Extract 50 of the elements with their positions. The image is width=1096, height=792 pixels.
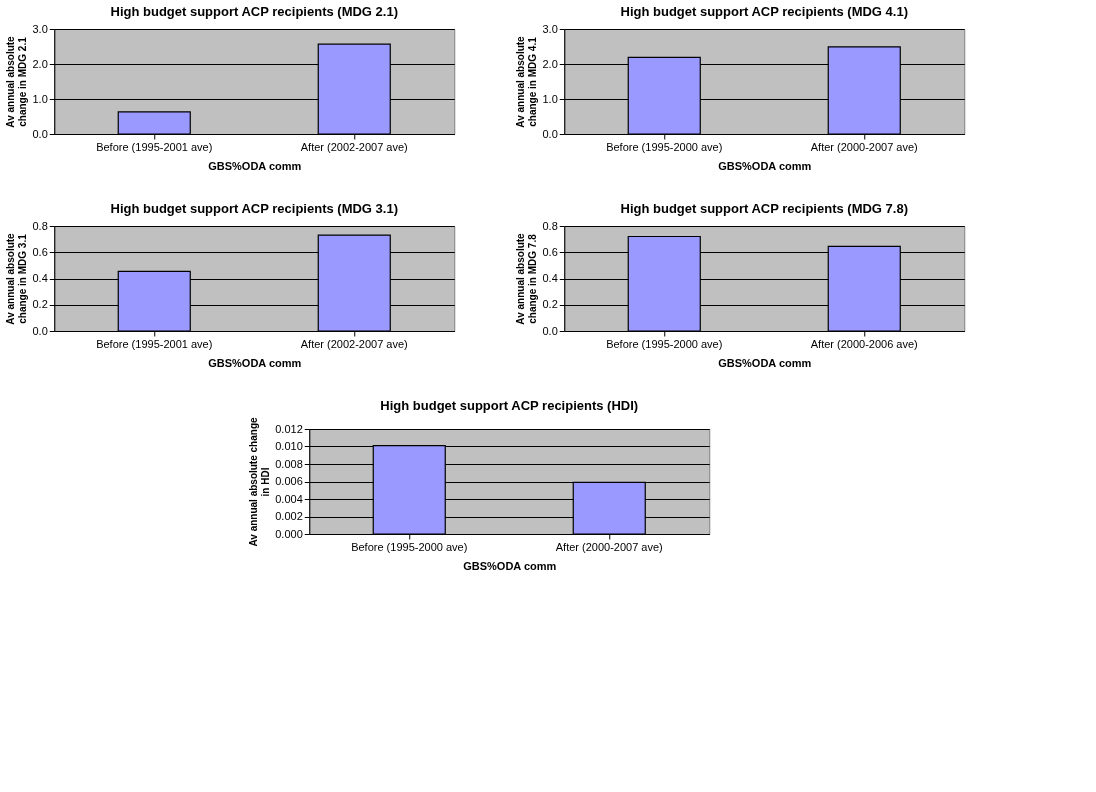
y-tick-label: 0.4 [542, 272, 558, 284]
y-tick-label: 2.0 [32, 57, 48, 70]
y-tick-label: 2.0 [542, 57, 558, 70]
y-tick-label: 1.0 [542, 92, 558, 105]
chart-title: High budget support ACP recipients (MDG 3.1) [110, 201, 398, 216]
x-axis-title: GBS%ODA comm [208, 356, 302, 369]
x-axis-title: GBS%ODA comm [463, 559, 557, 572]
x-tick-label: Before (1995-2000 ave) [606, 337, 723, 350]
y-axis-title: Av annual absolute change in MDG 2.1 [5, 35, 29, 128]
x-tick-label: Before (1995-2001 ave) [96, 140, 213, 153]
y-tick-label: 1.0 [32, 92, 48, 105]
y-tick-label: 0.2 [32, 298, 48, 311]
x-tick-label: After (2002-2007 ave) [300, 140, 408, 153]
y-tick-label: 0.2 [542, 298, 558, 311]
chart-title: High budget support ACP recipients (MDG 4.1) [620, 4, 908, 19]
y-tick-label: 0.000 [275, 527, 303, 540]
x-tick-label: After (2000-2007 ave) [810, 140, 918, 153]
y-tick-label: 0.008 [275, 457, 303, 470]
y-tick-label: 0.8 [542, 219, 558, 232]
x-tick-label: Before (1995-2001 ave) [96, 337, 213, 350]
y-tick-label: 3.0 [542, 22, 558, 35]
y-tick-label: 0.4 [32, 272, 48, 284]
y-axis-title: Av annual absolute change in HDI [248, 417, 272, 547]
x-tick-label: After (2002-2007 ave) [300, 337, 408, 350]
y-tick-label: 3.0 [32, 22, 48, 35]
y-tick-label: 0.0 [32, 324, 48, 337]
y-tick-label: 0.6 [32, 245, 48, 258]
y-tick-label: 0.006 [275, 475, 303, 487]
y-axis-title: Av annual absolute change in MDG 4.1 [515, 35, 539, 128]
x-axis-title: GBS%ODA comm [718, 159, 812, 172]
x-axis-title: GBS%ODA comm [718, 356, 812, 369]
y-tick-label: 0.6 [542, 245, 558, 258]
y-tick-label: 0.0 [32, 127, 48, 140]
y-tick-label: 0.002 [275, 510, 303, 522]
y-tick-label: 0.8 [32, 219, 48, 232]
y-tick-label: 0.010 [275, 440, 303, 452]
x-tick-label: After (2000-2006 ave) [810, 337, 918, 350]
y-axis-title: Av annual absolute change in MDG 3.1 [5, 232, 29, 325]
y-tick-label: 0.0 [542, 127, 558, 140]
chart-title: High budget support ACP recipients (MDG 2.1) [110, 4, 398, 19]
x-tick-label: Before (1995-2000 ave) [351, 540, 468, 553]
y-tick-label: 0.0 [542, 324, 558, 337]
chart-title: High budget support ACP recipients (MDG 7.8) [620, 201, 908, 216]
x-axis-title: GBS%ODA comm [208, 159, 302, 172]
chart-title: High budget support ACP recipients (HDI) [380, 397, 639, 413]
x-tick-label: After (2000-2007 ave) [555, 540, 663, 553]
y-tick-label: 0.004 [275, 492, 303, 505]
x-tick-label: Before (1995-2000 ave) [606, 140, 723, 153]
y-axis-title: Av annual absolute change in MDG 7.8 [515, 232, 539, 325]
y-tick-label: 0.012 [275, 422, 303, 435]
